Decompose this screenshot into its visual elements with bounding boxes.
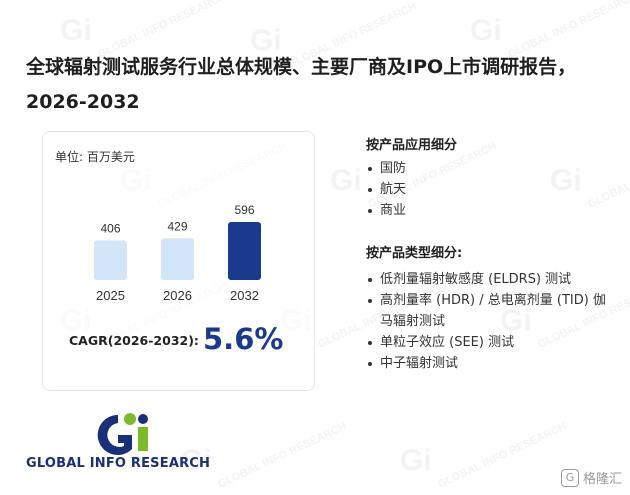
bar-value-label: 429	[167, 219, 187, 233]
application-item: 航天	[366, 179, 616, 200]
product-type-list: 低剂量辐射敏感度 (ELDRS) 测试 高剂量率 (HDR) / 总电离剂量 (…	[366, 269, 616, 374]
watermark-gi: Gi	[330, 164, 362, 197]
chart-card: 单位: 百万美元 406 2025 429 2026 596 2032 CAGR(2026…	[42, 131, 315, 391]
application-list: 国防 航天 商业	[366, 158, 616, 221]
badge-icon: G	[560, 468, 579, 487]
badge-text: 格隆汇	[582, 472, 622, 487]
bar-2032	[228, 222, 261, 280]
watermark-gi: Gi	[60, 14, 92, 47]
bar-value-label: 406	[100, 221, 120, 235]
product-type-item: 中子辐射测试	[366, 353, 616, 374]
product-type-heading: 按产品类型细分:	[366, 246, 463, 261]
bar-2025	[94, 240, 127, 280]
x-tick-label: 2032	[230, 288, 259, 303]
application-item: 国防	[366, 158, 616, 179]
watermark-gi: Gi	[400, 444, 432, 477]
x-tick-label: 2026	[163, 288, 192, 303]
x-tick-label: 2025	[96, 288, 125, 303]
application-item: 商业	[366, 200, 616, 221]
watermark-text: GLOBAL INFO RESEARCH	[436, 421, 568, 491]
unit-label: 单位: 百万美元	[55, 150, 135, 164]
bar-2026	[161, 238, 194, 280]
product-type-item: 高剂量率 (HDR) / 总电离剂量 (TID) 伽马辐射测试	[366, 290, 616, 332]
logo-text: GLOBAL INFO RESEARCH	[26, 456, 211, 471]
cagr-label: CAGR(2026-2032):	[69, 333, 199, 348]
product-type-item: 单粒子效应 (SEE) 测试	[366, 332, 616, 353]
watermark-gi: Gi	[470, 14, 502, 47]
bar-chart: 406 2025 429 2026 596 2032	[94, 203, 261, 303]
application-heading: 按产品应用细分	[366, 138, 458, 153]
gi-logo-icon	[97, 413, 148, 455]
product-type-item: 低剂量辐射敏感度 (ELDRS) 测试	[366, 269, 616, 290]
source-badge: G 格隆汇	[560, 468, 622, 487]
cagr-value: 5.6%	[203, 322, 284, 356]
bar-value-label: 596	[234, 203, 254, 217]
watermark-text: GLOBAL INFO RESEARCH	[216, 421, 348, 491]
page-title: 全球辐射测试服务行业总体规模、主要厂商及IPO上市调研报告，2026-2032	[26, 56, 577, 113]
gir-logo	[97, 413, 148, 455]
